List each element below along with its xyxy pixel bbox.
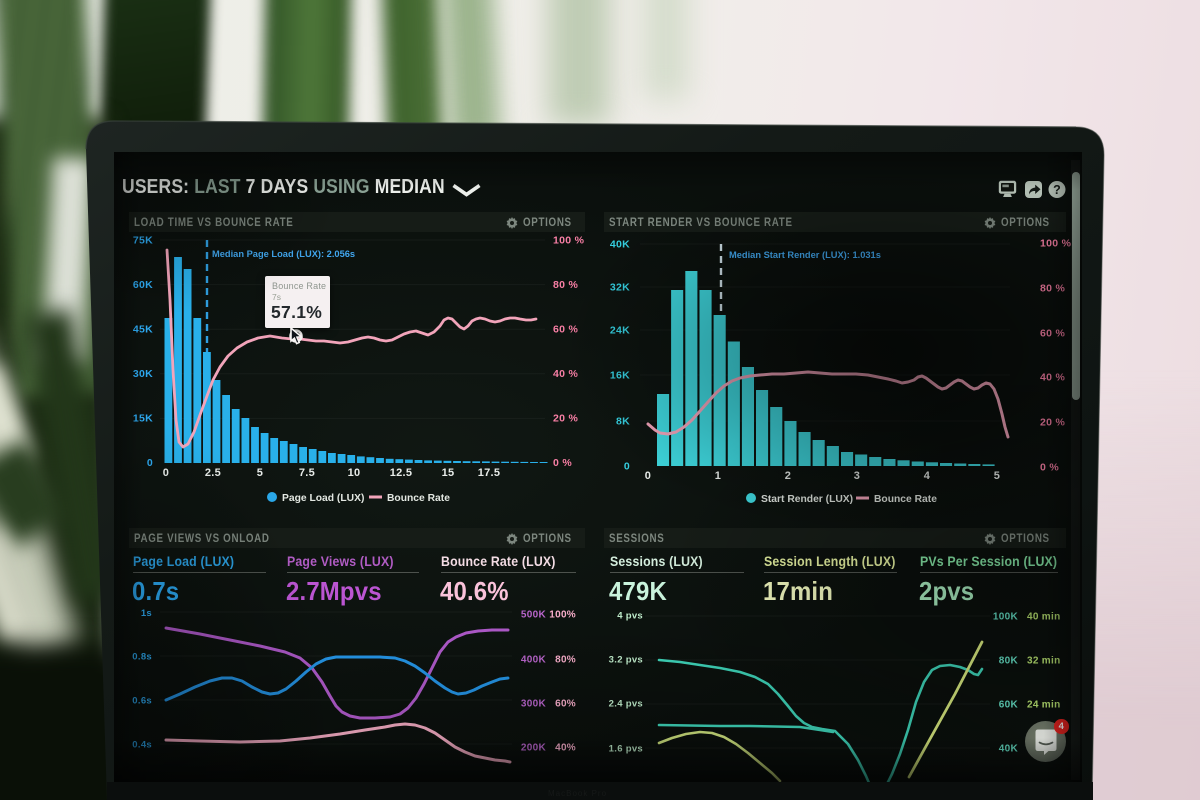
svg-text:10: 10 [348, 467, 361, 479]
svg-text:1.6 pvs: 1.6 pvs [609, 744, 643, 755]
svg-text:40%: 40% [555, 743, 576, 754]
svg-text:30K: 30K [133, 368, 153, 380]
svg-text:Bounce Rate: Bounce Rate [874, 494, 937, 505]
svg-text:8K: 8K [616, 416, 630, 428]
svg-text:100%: 100% [549, 610, 576, 621]
svg-text:80 %: 80 % [1040, 283, 1065, 295]
svg-text:60 %: 60 % [1040, 328, 1065, 340]
svg-text:15K: 15K [133, 413, 153, 425]
svg-text:1s: 1s [141, 608, 152, 619]
svg-text:12.5: 12.5 [390, 467, 413, 479]
svg-text:75K: 75K [133, 235, 153, 247]
svg-text:100 %: 100 % [553, 235, 585, 247]
svg-text:300K: 300K [521, 699, 547, 710]
svg-text:2: 2 [785, 470, 791, 482]
svg-text:20 %: 20 % [1040, 417, 1065, 429]
svg-text:40 %: 40 % [1040, 372, 1065, 384]
svg-text:0.6s: 0.6s [132, 696, 152, 707]
svg-text:40 %: 40 % [553, 368, 578, 380]
svg-text:45K: 45K [133, 324, 153, 336]
svg-text:80K: 80K [999, 656, 1019, 667]
svg-text:24K: 24K [610, 325, 630, 337]
svg-text:3.2 pvs: 3.2 pvs [609, 655, 643, 666]
svg-text:40 min: 40 min [1027, 612, 1060, 623]
svg-text:32 min: 32 min [1027, 656, 1060, 667]
svg-text:0 %: 0 % [553, 457, 572, 469]
svg-text:200K: 200K [521, 743, 547, 754]
svg-text:?: ? [1053, 183, 1061, 197]
svg-text:32K: 32K [610, 282, 630, 294]
svg-text:60%: 60% [555, 699, 576, 710]
svg-text:0: 0 [147, 457, 153, 469]
svg-text:15: 15 [442, 467, 455, 479]
svg-text:500K: 500K [521, 610, 547, 621]
svg-text:Start Render (LUX): Start Render (LUX) [761, 494, 853, 505]
svg-text:3: 3 [854, 470, 860, 482]
svg-text:80 %: 80 % [553, 279, 578, 291]
svg-text:Page Load (LUX): Page Load (LUX) [282, 493, 364, 504]
svg-text:0.8s: 0.8s [132, 652, 152, 663]
svg-text:100 %: 100 % [1040, 238, 1072, 250]
svg-text:0.4s: 0.4s [132, 740, 152, 751]
svg-text:7.5: 7.5 [299, 467, 315, 479]
svg-text:100K: 100K [993, 612, 1019, 623]
svg-text:0 %: 0 % [1040, 462, 1059, 474]
svg-text:17.5: 17.5 [478, 467, 501, 479]
svg-text:Median Page Load (LUX): 2.056s: Median Page Load (LUX): 2.056s [212, 249, 355, 259]
svg-text:1: 1 [715, 470, 721, 482]
svg-text:4 pvs: 4 pvs [617, 611, 643, 622]
svg-text:60K: 60K [133, 279, 153, 291]
svg-text:0: 0 [624, 461, 630, 473]
svg-text:Bounce Rate: Bounce Rate [387, 493, 450, 504]
svg-text:0: 0 [645, 470, 651, 482]
svg-text:40K: 40K [999, 744, 1019, 755]
svg-text:80%: 80% [555, 655, 576, 666]
svg-text:4: 4 [924, 470, 931, 482]
svg-text:5: 5 [257, 467, 263, 479]
svg-text:16K: 16K [610, 370, 630, 382]
svg-text:40K: 40K [610, 239, 630, 251]
svg-text:60K: 60K [999, 700, 1019, 711]
svg-text:60 %: 60 % [553, 324, 578, 336]
svg-text:2.4 pvs: 2.4 pvs [609, 699, 643, 710]
svg-text:0: 0 [163, 467, 169, 479]
svg-text:20 %: 20 % [553, 413, 578, 425]
svg-text:Median Start Render (LUX): 1.0: Median Start Render (LUX): 1.031s [729, 250, 881, 260]
svg-text:400K: 400K [521, 655, 547, 666]
svg-text:2.5: 2.5 [205, 467, 221, 479]
svg-text:24 min: 24 min [1027, 700, 1060, 711]
svg-text:5: 5 [994, 470, 1000, 482]
